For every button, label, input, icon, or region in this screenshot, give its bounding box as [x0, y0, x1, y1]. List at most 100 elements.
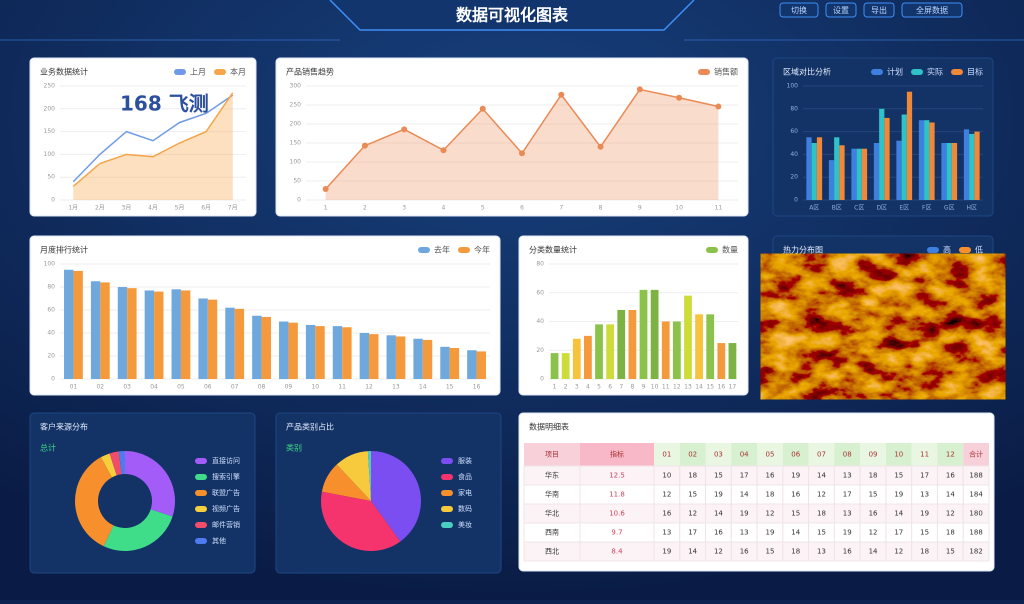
- x-tick-label: 7: [619, 384, 623, 391]
- cell-text: 16: [843, 548, 852, 556]
- legend-swatch: [214, 69, 226, 75]
- bar: [963, 129, 970, 200]
- header-cell: [808, 443, 835, 466]
- x-tick-label: 1月: [68, 205, 78, 212]
- x-tick-label: 01: [70, 384, 78, 391]
- x-tick-label: 14: [419, 384, 427, 391]
- y-tick-label: 100: [787, 83, 799, 90]
- cell-text: 华北: [545, 509, 559, 518]
- cell-text: 13: [817, 548, 826, 556]
- cell-text: 15: [869, 491, 878, 499]
- legend-swatch: [174, 69, 186, 75]
- cell-text: 华东: [545, 471, 559, 480]
- bar: [207, 299, 218, 379]
- x-tick-label: 6: [520, 205, 524, 212]
- line: [72, 92, 234, 187]
- legend-swatch: [441, 458, 453, 464]
- point: [519, 150, 525, 157]
- cell-text: 15: [920, 529, 929, 537]
- bar: [234, 308, 245, 379]
- cell-text: 华南: [545, 490, 559, 499]
- header-cell: [937, 443, 964, 466]
- cell-text: 12: [817, 491, 826, 499]
- x-tick-label: 10: [311, 384, 319, 391]
- cell-text: 18: [946, 529, 955, 537]
- bar: [924, 120, 930, 200]
- cell-text: 15: [714, 472, 723, 480]
- cell-text: 182: [969, 548, 982, 556]
- bar: [413, 338, 423, 379]
- cell-text: 17: [688, 529, 697, 537]
- x-tick-label: 6月: [201, 205, 211, 212]
- x-tick-label: 04: [150, 384, 158, 391]
- legend-label: 数码: [458, 504, 472, 513]
- bar: [946, 143, 952, 200]
- bar: [422, 339, 433, 379]
- bar: [851, 148, 857, 200]
- x-tick-label: 11: [662, 384, 670, 391]
- x-tick-label: 2月: [95, 205, 105, 212]
- x-tick-label: 7: [559, 205, 563, 212]
- point: [361, 142, 368, 149]
- cell-text: 18: [817, 510, 826, 518]
- x-tick-label: A区: [809, 205, 819, 212]
- x-tick-label: 8: [630, 384, 634, 391]
- legend-label: 今年: [474, 245, 490, 255]
- bar: [856, 148, 862, 200]
- cell-text: 16: [740, 548, 749, 556]
- bar: [332, 326, 343, 379]
- header-cell: [679, 443, 706, 466]
- cell-text: 15: [688, 491, 697, 499]
- bar: [342, 327, 352, 379]
- bar: [606, 324, 615, 379]
- bar: [595, 324, 603, 379]
- y-tick-label: 0: [51, 197, 55, 204]
- cell-text: 15: [817, 529, 826, 537]
- panel: [29, 412, 256, 574]
- bar: [386, 335, 396, 379]
- x-tick-label: E区: [899, 205, 909, 212]
- cell-text: 15: [894, 472, 903, 480]
- cell-text: 9.7: [611, 529, 622, 537]
- column-header: 06: [791, 451, 800, 459]
- cell-text: 14: [714, 510, 723, 518]
- cell-text: 14: [740, 491, 749, 499]
- cell-text: 12: [662, 491, 671, 499]
- cell-text: 15: [766, 548, 775, 556]
- legend-swatch: [195, 538, 207, 544]
- cell-text: 10: [662, 472, 671, 480]
- tool-button[interactable]: [901, 2, 963, 18]
- tool-label: 切换: [791, 5, 807, 15]
- bar: [706, 314, 715, 379]
- legend-label: 搜索引擎: [212, 472, 240, 481]
- legend-swatch: [418, 247, 430, 253]
- cell-text: 13: [740, 529, 749, 537]
- tool-button[interactable]: [825, 2, 857, 18]
- y-tick-label: 200: [290, 121, 302, 128]
- x-tick-label: 15: [706, 384, 714, 391]
- header-cell: [782, 443, 809, 466]
- cell-text: 12: [714, 548, 723, 556]
- legend-swatch: [698, 69, 710, 75]
- header-cell: [705, 443, 732, 466]
- cell-text: 13: [662, 529, 671, 537]
- cell-text: 19: [791, 472, 800, 480]
- area: [325, 89, 719, 200]
- legend-swatch: [195, 490, 207, 496]
- legend-swatch: [927, 247, 939, 253]
- point: [676, 94, 683, 101]
- pie-subtitle: 类别: [286, 443, 302, 453]
- cell-text: 18: [920, 548, 929, 556]
- bar: [617, 310, 626, 379]
- point: [715, 103, 722, 110]
- bar: [695, 314, 703, 379]
- y-tick-label: 40: [536, 318, 544, 325]
- bar: [918, 120, 925, 200]
- header-cell: [911, 443, 938, 466]
- tool-button[interactable]: [779, 2, 819, 18]
- tool-button[interactable]: [863, 2, 895, 18]
- x-tick-label: 12: [365, 384, 373, 391]
- legend-label: 食品: [458, 472, 472, 481]
- bar: [100, 282, 110, 379]
